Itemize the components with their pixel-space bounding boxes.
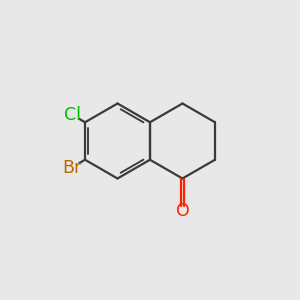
Text: Br: Br xyxy=(62,158,81,176)
Text: Cl: Cl xyxy=(64,106,81,124)
Text: O: O xyxy=(176,202,189,220)
